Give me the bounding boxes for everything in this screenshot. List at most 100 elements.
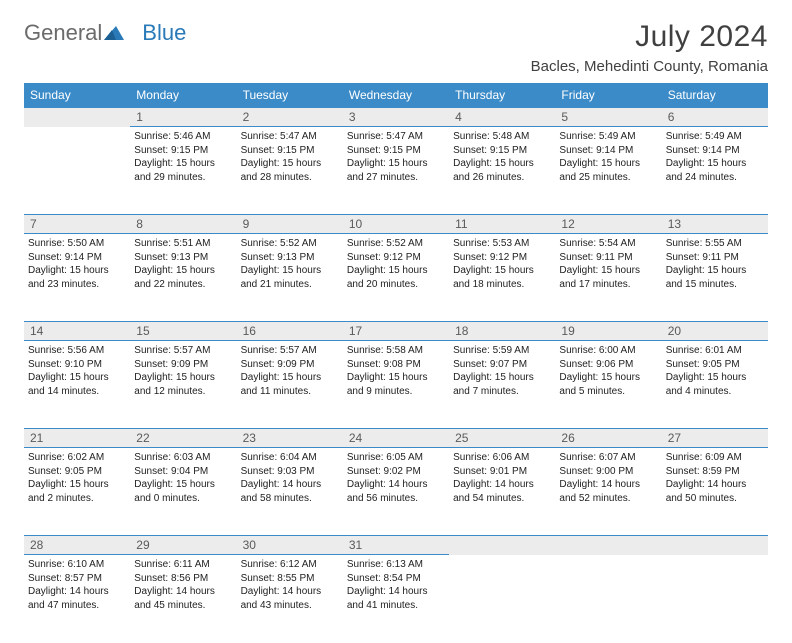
dayhead-friday: Friday [555,83,661,108]
day-number-cell: 22 [130,429,236,448]
day-number-cell: 1 [130,108,236,127]
week-row: Sunrise: 6:10 AMSunset: 8:57 PMDaylight:… [24,555,768,643]
page-title: July 2024 [531,20,768,54]
day-number-cell: 9 [237,215,343,234]
day-number-cell: 10 [343,215,449,234]
day-cell: Sunrise: 5:47 AMSunset: 9:15 PMDaylight:… [343,127,449,215]
dayhead-thursday: Thursday [449,83,555,108]
day-cell: Sunrise: 5:49 AMSunset: 9:14 PMDaylight:… [662,127,768,215]
day-cell-text: Sunrise: 5:46 AMSunset: 9:15 PMDaylight:… [134,130,232,184]
day-cell: Sunrise: 5:58 AMSunset: 9:08 PMDaylight:… [343,341,449,429]
day-cell: Sunrise: 6:01 AMSunset: 9:05 PMDaylight:… [662,341,768,429]
day-cell-text: Sunrise: 6:05 AMSunset: 9:02 PMDaylight:… [347,451,445,505]
day-cell-text: Sunrise: 6:12 AMSunset: 8:55 PMDaylight:… [241,558,339,612]
day-cell-text: Sunrise: 6:04 AMSunset: 9:03 PMDaylight:… [241,451,339,505]
day-cell-text: Sunrise: 6:13 AMSunset: 8:54 PMDaylight:… [347,558,445,612]
day-cell [449,555,555,643]
day-cell-text: Sunrise: 5:58 AMSunset: 9:08 PMDaylight:… [347,344,445,398]
calendar-table: Sunday Monday Tuesday Wednesday Thursday… [24,83,768,643]
dayhead-saturday: Saturday [662,83,768,108]
day-cell: Sunrise: 5:59 AMSunset: 9:07 PMDaylight:… [449,341,555,429]
day-cell-text: Sunrise: 5:50 AMSunset: 9:14 PMDaylight:… [28,237,126,291]
day-number-cell: 19 [555,322,661,341]
day-number-cell: 26 [555,429,661,448]
day-cell: Sunrise: 5:47 AMSunset: 9:15 PMDaylight:… [237,127,343,215]
day-cell: Sunrise: 5:49 AMSunset: 9:14 PMDaylight:… [555,127,661,215]
day-cell: Sunrise: 6:00 AMSunset: 9:06 PMDaylight:… [555,341,661,429]
day-number-row: 123456 [24,108,768,127]
day-number-cell: 11 [449,215,555,234]
title-block: July 2024 Bacles, Mehedinti County, Roma… [531,20,768,75]
day-number-cell [24,108,130,127]
day-number-cell [555,536,661,555]
day-cell-text: Sunrise: 5:48 AMSunset: 9:15 PMDaylight:… [453,130,551,184]
day-cell: Sunrise: 6:11 AMSunset: 8:56 PMDaylight:… [130,555,236,643]
logo: General Blue [24,20,186,46]
day-cell: Sunrise: 5:51 AMSunset: 9:13 PMDaylight:… [130,234,236,322]
day-number-row: 21222324252627 [24,429,768,448]
day-number-row: 78910111213 [24,215,768,234]
day-cell-text: Sunrise: 6:11 AMSunset: 8:56 PMDaylight:… [134,558,232,612]
day-cell-text: Sunrise: 5:49 AMSunset: 9:14 PMDaylight:… [559,130,657,184]
day-cell: Sunrise: 5:53 AMSunset: 9:12 PMDaylight:… [449,234,555,322]
day-number-cell: 7 [24,215,130,234]
day-cell: Sunrise: 6:06 AMSunset: 9:01 PMDaylight:… [449,448,555,536]
day-cell-text: Sunrise: 5:53 AMSunset: 9:12 PMDaylight:… [453,237,551,291]
day-number-cell: 13 [662,215,768,234]
day-cell: Sunrise: 6:04 AMSunset: 9:03 PMDaylight:… [237,448,343,536]
day-cell-text: Sunrise: 6:03 AMSunset: 9:04 PMDaylight:… [134,451,232,505]
header: General Blue July 2024 Bacles, Mehedinti… [24,20,768,75]
day-cell-text: Sunrise: 6:00 AMSunset: 9:06 PMDaylight:… [559,344,657,398]
day-number-cell: 27 [662,429,768,448]
day-cell: Sunrise: 5:54 AMSunset: 9:11 PMDaylight:… [555,234,661,322]
day-cell: Sunrise: 6:09 AMSunset: 8:59 PMDaylight:… [662,448,768,536]
day-cell-text: Sunrise: 6:06 AMSunset: 9:01 PMDaylight:… [453,451,551,505]
day-cell-text: Sunrise: 6:10 AMSunset: 8:57 PMDaylight:… [28,558,126,612]
day-number-cell: 20 [662,322,768,341]
day-cell: Sunrise: 5:52 AMSunset: 9:12 PMDaylight:… [343,234,449,322]
day-number-cell: 21 [24,429,130,448]
logo-text-general: General [24,20,102,46]
day-cell: Sunrise: 5:56 AMSunset: 9:10 PMDaylight:… [24,341,130,429]
day-cell: Sunrise: 5:55 AMSunset: 9:11 PMDaylight:… [662,234,768,322]
day-number-cell: 29 [130,536,236,555]
calendar-body: 123456 Sunrise: 5:46 AMSunset: 9:15 PMDay… [24,108,768,643]
day-cell-text: Sunrise: 5:59 AMSunset: 9:07 PMDaylight:… [453,344,551,398]
day-cell: Sunrise: 6:02 AMSunset: 9:05 PMDaylight:… [24,448,130,536]
day-cell: Sunrise: 5:57 AMSunset: 9:09 PMDaylight:… [130,341,236,429]
logo-triangle-icon [104,20,124,46]
day-cell: Sunrise: 6:05 AMSunset: 9:02 PMDaylight:… [343,448,449,536]
dayhead-monday: Monday [130,83,236,108]
dayhead-wednesday: Wednesday [343,83,449,108]
day-cell-text: Sunrise: 6:09 AMSunset: 8:59 PMDaylight:… [666,451,764,505]
day-number-cell: 4 [449,108,555,127]
day-cell [24,127,130,215]
day-number-cell: 17 [343,322,449,341]
day-number-cell [662,536,768,555]
day-number-cell: 16 [237,322,343,341]
day-number-cell: 25 [449,429,555,448]
day-number-cell: 3 [343,108,449,127]
day-number-cell: 28 [24,536,130,555]
day-number-row: 28293031 [24,536,768,555]
week-row: Sunrise: 5:46 AMSunset: 9:15 PMDaylight:… [24,127,768,215]
day-cell-text: Sunrise: 6:01 AMSunset: 9:05 PMDaylight:… [666,344,764,398]
day-number-cell: 12 [555,215,661,234]
day-cell-text: Sunrise: 5:52 AMSunset: 9:12 PMDaylight:… [347,237,445,291]
day-cell-text: Sunrise: 5:55 AMSunset: 9:11 PMDaylight:… [666,237,764,291]
day-header-row: Sunday Monday Tuesday Wednesday Thursday… [24,83,768,108]
day-cell-text: Sunrise: 5:49 AMSunset: 9:14 PMDaylight:… [666,130,764,184]
day-cell-text: Sunrise: 5:47 AMSunset: 9:15 PMDaylight:… [241,130,339,184]
day-number-cell: 2 [237,108,343,127]
day-cell-text: Sunrise: 5:51 AMSunset: 9:13 PMDaylight:… [134,237,232,291]
day-cell-text: Sunrise: 5:54 AMSunset: 9:11 PMDaylight:… [559,237,657,291]
day-cell-text: Sunrise: 6:07 AMSunset: 9:00 PMDaylight:… [559,451,657,505]
day-number-cell: 8 [130,215,236,234]
day-cell: Sunrise: 5:52 AMSunset: 9:13 PMDaylight:… [237,234,343,322]
week-row: Sunrise: 6:02 AMSunset: 9:05 PMDaylight:… [24,448,768,536]
day-number-cell: 23 [237,429,343,448]
day-cell-text: Sunrise: 5:56 AMSunset: 9:10 PMDaylight:… [28,344,126,398]
day-cell-text: Sunrise: 6:02 AMSunset: 9:05 PMDaylight:… [28,451,126,505]
day-number-cell: 5 [555,108,661,127]
day-cell: Sunrise: 6:07 AMSunset: 9:00 PMDaylight:… [555,448,661,536]
